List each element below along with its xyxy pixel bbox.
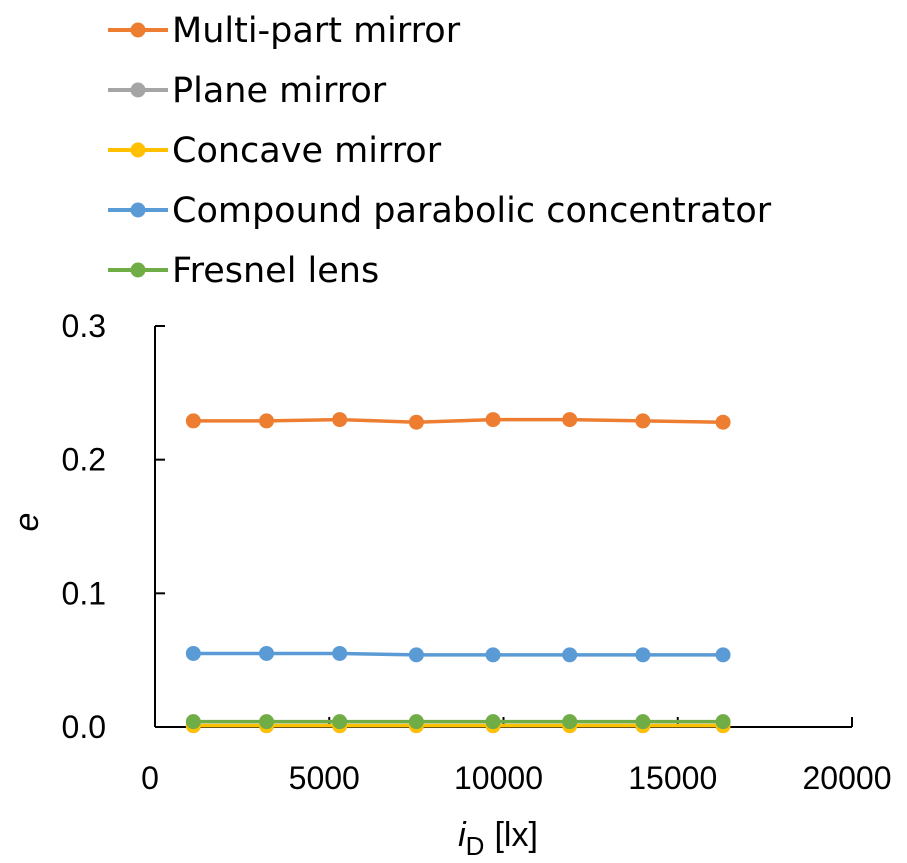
legend-label: Fresnel lens	[172, 251, 379, 291]
legend-item: Multi-part mirror	[108, 11, 461, 51]
series	[185, 714, 731, 730]
y-tick-label: 0.2	[62, 442, 106, 478]
legend-label: Compound parabolic concentrator	[172, 191, 772, 231]
data-point	[715, 647, 731, 663]
x-axis-label-subscript: D	[466, 831, 485, 861]
data-point	[715, 714, 731, 730]
x-tick-label: 5000	[289, 760, 360, 796]
y-axis-label: e	[8, 513, 46, 532]
legend-marker	[130, 262, 146, 278]
data-point	[185, 714, 201, 730]
legend-label: Concave mirror	[172, 131, 442, 171]
x-axis-label: iD [lx]	[458, 816, 538, 861]
data-point	[485, 412, 501, 428]
x-ticks: 0 5000 10000 15000 20000	[141, 717, 891, 796]
y-tick-label: 0.3	[62, 308, 106, 344]
data-point	[259, 413, 275, 429]
x-tick-label: 10000	[454, 760, 543, 796]
y-ticks: 0.0 0.1 0.2 0.3	[62, 308, 165, 745]
legend-label: Multi-part mirror	[172, 11, 461, 51]
legend-item: Concave mirror	[108, 131, 442, 171]
legend-item: Plane mirror	[108, 71, 387, 111]
data-point	[562, 412, 578, 428]
data-point	[635, 647, 651, 663]
data-point	[259, 645, 275, 661]
y-tick-label: 0.0	[62, 709, 106, 745]
data-point	[635, 714, 651, 730]
data-point	[259, 714, 275, 730]
series-line	[193, 651, 724, 657]
series-line	[193, 417, 724, 424]
data-point	[185, 645, 201, 661]
x-tick-label: 0	[141, 760, 159, 796]
data-point	[408, 647, 424, 663]
data-point	[485, 647, 501, 663]
data-point	[185, 413, 201, 429]
series-layer	[185, 412, 731, 734]
legend-marker	[130, 142, 146, 158]
series	[185, 645, 731, 663]
data-point	[715, 414, 731, 430]
data-point	[562, 647, 578, 663]
legend-label: Plane mirror	[172, 71, 387, 111]
series	[185, 412, 731, 430]
data-point	[332, 714, 348, 730]
legend-item: Fresnel lens	[108, 251, 379, 291]
data-point	[332, 412, 348, 428]
data-point	[635, 413, 651, 429]
x-axis-label-unit: [lx]	[494, 816, 537, 854]
data-point	[485, 714, 501, 730]
data-point	[408, 414, 424, 430]
x-tick-label: 15000	[628, 760, 717, 796]
legend-marker	[130, 82, 146, 98]
data-point	[408, 714, 424, 730]
legend: Multi-part mirror Plane mirror Concave mir…	[108, 11, 772, 291]
legend-marker	[130, 22, 146, 38]
data-point	[332, 645, 348, 661]
y-tick-label: 0.1	[62, 575, 106, 611]
axes: 0.0 0.1 0.2 0.3 0 5000 10000 15000 20000	[62, 308, 892, 796]
data-point	[562, 714, 578, 730]
legend-item: Compound parabolic concentrator	[108, 191, 772, 231]
legend-marker	[130, 202, 146, 218]
x-tick-label: 20000	[803, 760, 892, 796]
x-axis-label-symbol: i	[458, 816, 467, 854]
